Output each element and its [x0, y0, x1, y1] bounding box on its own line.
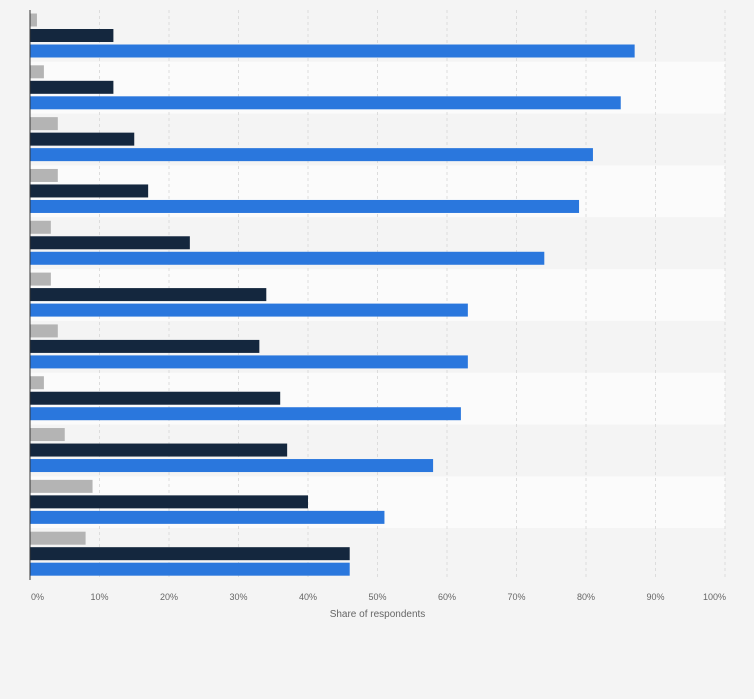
- x-tick-label: 60%: [438, 592, 456, 602]
- bar: [30, 288, 267, 302]
- x-tick-label: 80%: [577, 592, 595, 602]
- bar: [30, 13, 37, 27]
- x-tick-label: 30%: [229, 592, 247, 602]
- bar: [30, 199, 580, 213]
- bar: [30, 324, 58, 338]
- bar: [30, 168, 58, 182]
- bar: [30, 355, 468, 369]
- bar: [30, 148, 593, 162]
- bar: [30, 547, 350, 561]
- bar: [30, 272, 51, 286]
- bar: [30, 96, 621, 110]
- grid-lines: [99, 10, 726, 580]
- x-tick-label: 10%: [90, 592, 108, 602]
- x-tick-label: 70%: [507, 592, 525, 602]
- bar: [30, 80, 114, 94]
- bar: [30, 132, 135, 146]
- bar: [30, 459, 434, 473]
- bar: [30, 562, 350, 576]
- x-tick-label: 50%: [368, 592, 386, 602]
- bar: [30, 479, 93, 493]
- x-tick-label: 90%: [646, 592, 664, 602]
- x-axis-title: Share of respondents: [330, 609, 426, 620]
- bar: [30, 428, 65, 442]
- bar: [30, 184, 149, 198]
- bar: [30, 407, 461, 421]
- bar: [30, 29, 114, 42]
- x-tick-label: 20%: [160, 592, 178, 602]
- bar: [30, 251, 545, 265]
- bar: [30, 376, 44, 390]
- x-axis-ticks: 0% 10% 20% 30% 40% 50% 60% 70% 80% 90% 100%: [31, 592, 726, 602]
- bar: [30, 44, 635, 58]
- bar: [30, 303, 468, 317]
- x-tick-label: 40%: [299, 592, 317, 602]
- bar: [30, 220, 51, 234]
- bar: [30, 117, 58, 131]
- bar: [30, 531, 86, 545]
- x-tick-label: 0%: [31, 592, 44, 602]
- bar: [30, 495, 308, 509]
- bar: [30, 236, 190, 250]
- bars: [30, 13, 635, 576]
- bar: [30, 339, 260, 353]
- bar: [30, 391, 281, 405]
- bar: [30, 443, 288, 457]
- bar: [30, 510, 385, 524]
- bar: [30, 65, 44, 79]
- x-tick-label: 100%: [703, 592, 726, 602]
